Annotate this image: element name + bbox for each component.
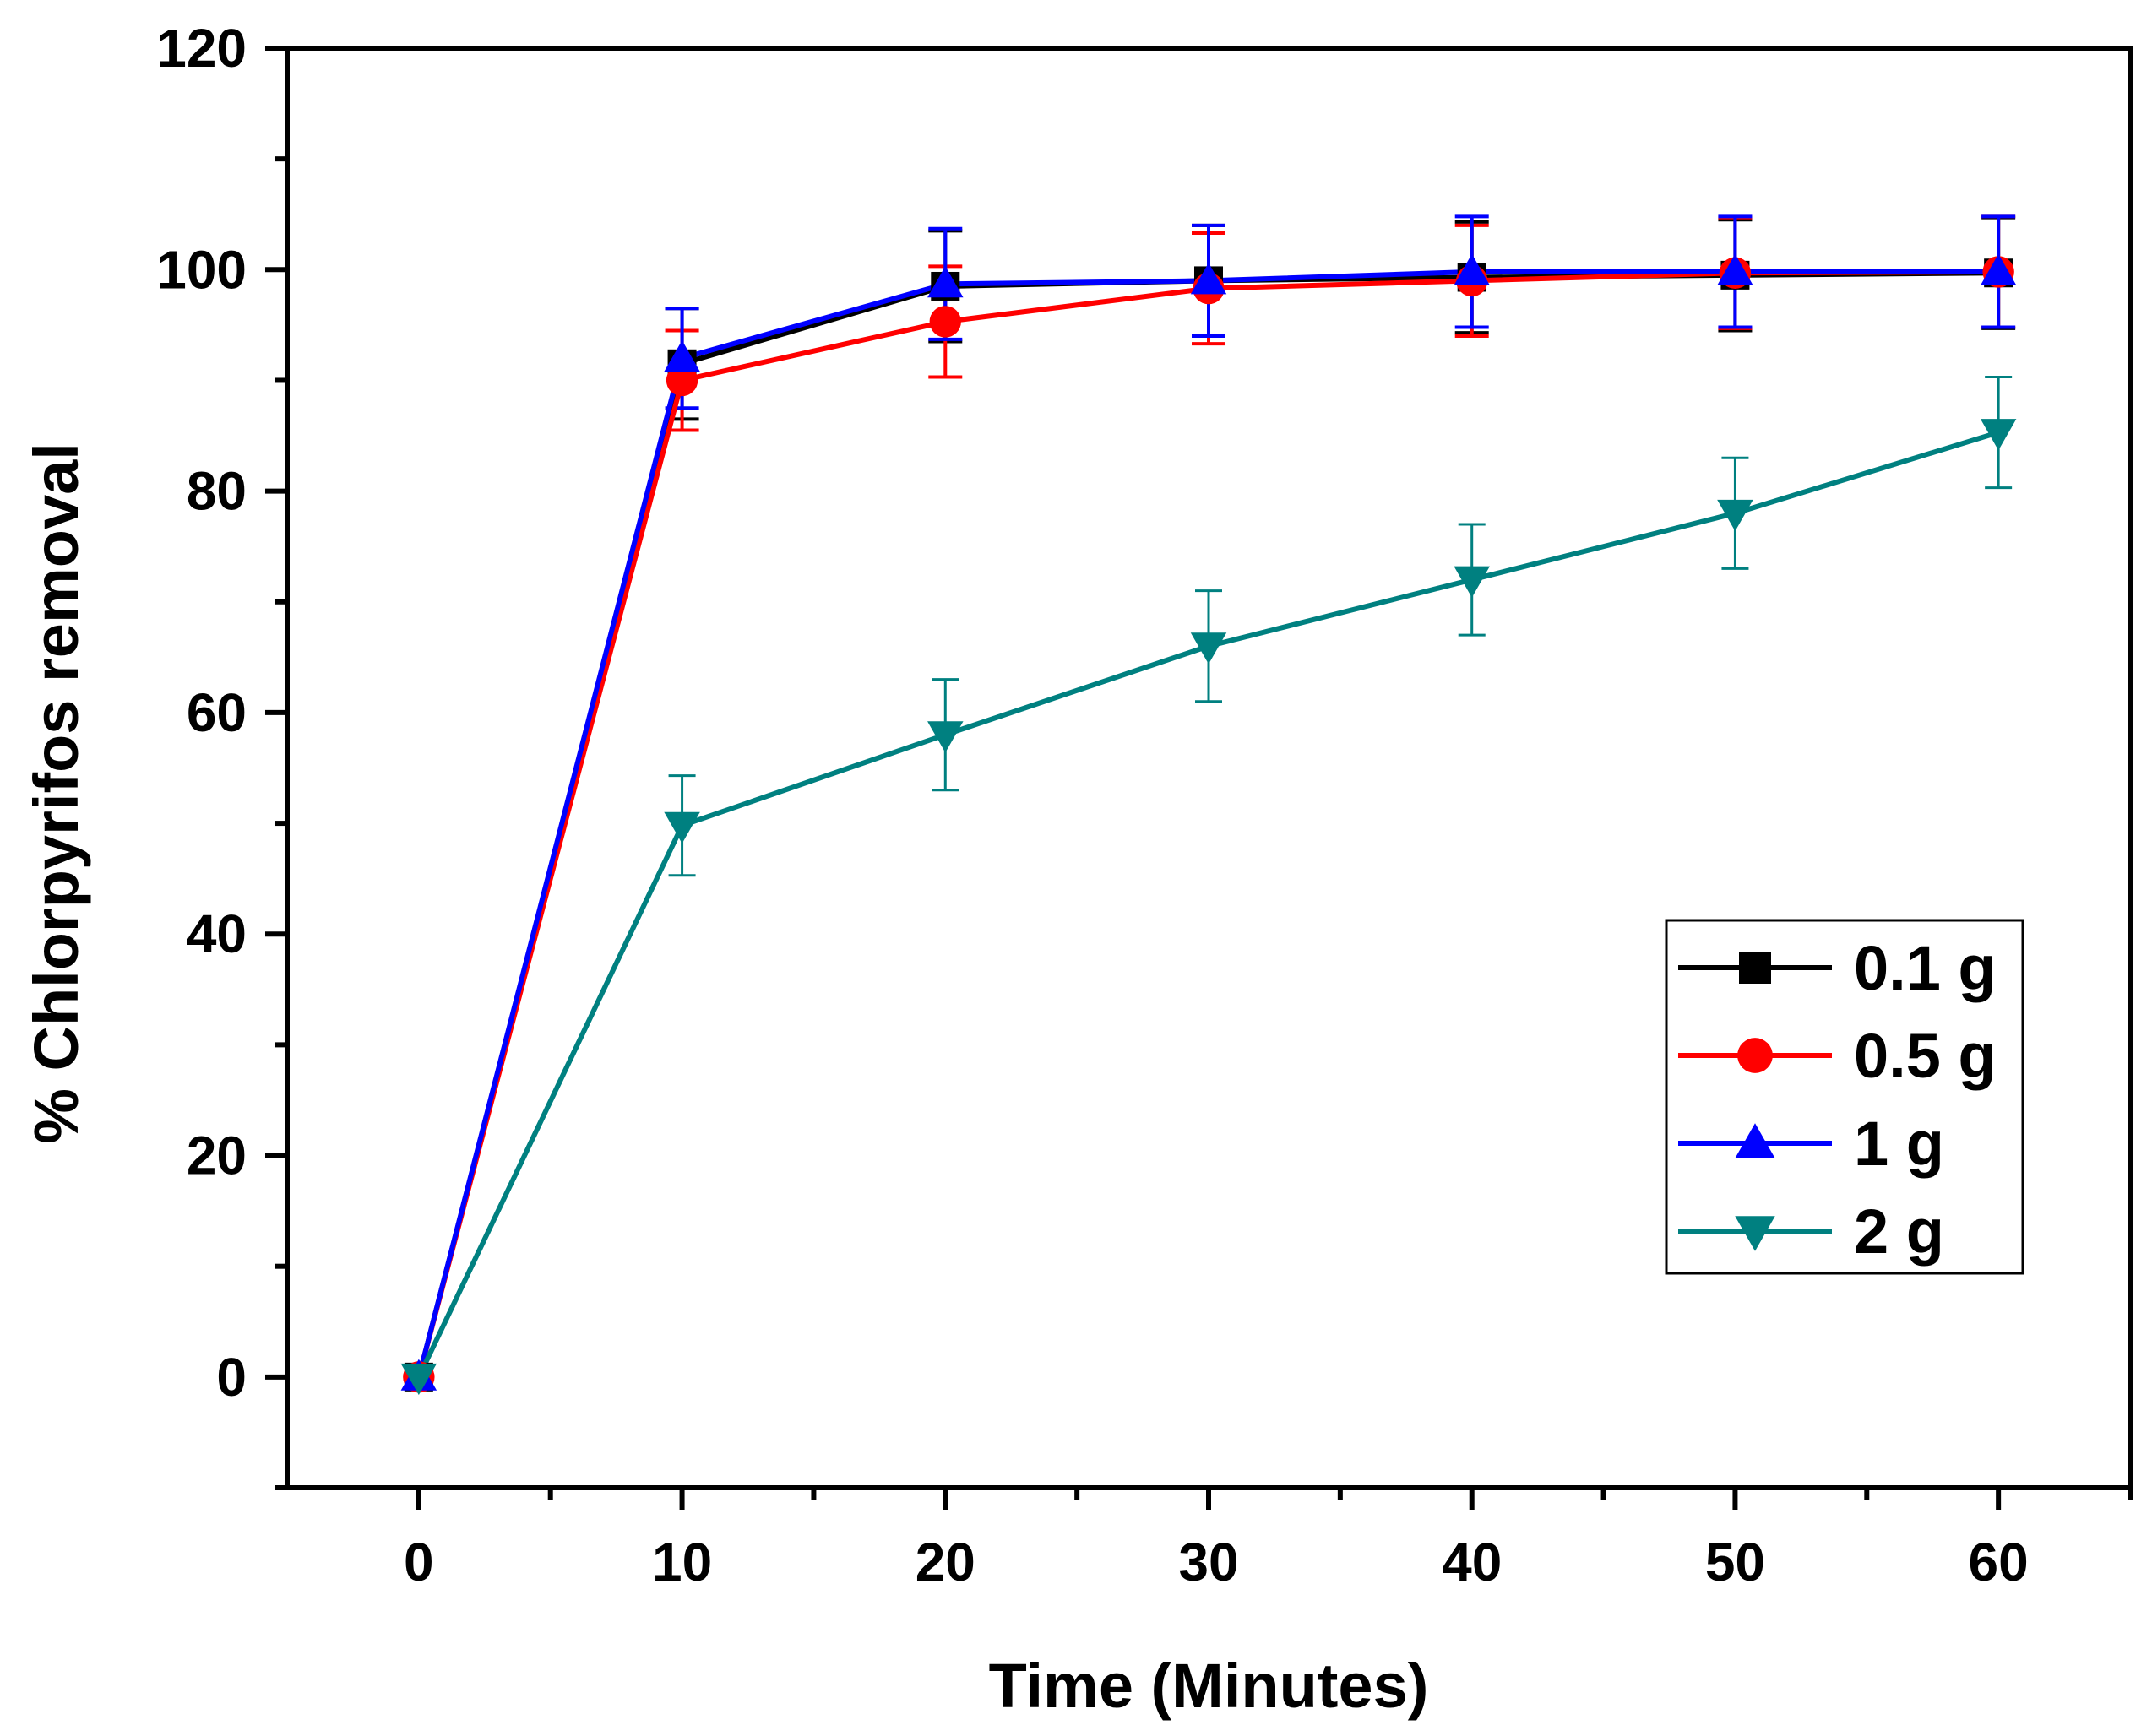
y-tick-label: 0	[216, 1347, 247, 1408]
point-0-5-g	[929, 306, 961, 338]
legend-label-1-g: 1 g	[1854, 1109, 1944, 1179]
x-axis-title: Time (Minutes)	[989, 1651, 1429, 1721]
point-1-g	[1454, 253, 1490, 285]
x-tick-label: 20	[916, 1532, 975, 1592]
point-2-g	[1454, 566, 1490, 598]
legend-label-2-g: 2 g	[1854, 1196, 1944, 1267]
legend-marker-2-g	[1735, 1216, 1775, 1251]
y-tick-label: 120	[156, 18, 247, 79]
point-2-g	[1190, 632, 1227, 665]
point-0-5-g	[666, 364, 698, 397]
y-tick-label: 100	[156, 239, 247, 300]
y-axis-title: % Chlorpyrifos removal	[21, 442, 91, 1144]
y-tick-label: 20	[187, 1126, 247, 1186]
legend-label-0-1-g: 0.1 g	[1854, 933, 1997, 1003]
point-2-g	[400, 1363, 437, 1396]
point-1-g	[1980, 253, 2017, 285]
legend-box	[1665, 919, 2024, 1275]
point-1-g	[664, 339, 700, 372]
point-2-g	[1717, 499, 1753, 532]
y-tick-label: 80	[187, 461, 247, 522]
point-2-g	[927, 721, 964, 753]
y-tick-label: 40	[187, 903, 247, 964]
legend-marker-0-1-g	[1739, 952, 1771, 984]
x-tick-label: 10	[652, 1532, 712, 1592]
point-2-g	[1980, 419, 2017, 451]
error-bars	[665, 214, 2016, 877]
series-markers	[400, 253, 2017, 1396]
legend-marker-0-5-g	[1737, 1038, 1773, 1073]
point-1-g	[1717, 253, 1753, 285]
point-1-g	[927, 266, 964, 298]
x-tick-label: 0	[404, 1532, 434, 1592]
x-tick-label: 60	[1969, 1532, 2029, 1592]
x-axis-ticks: 0 10 20 30 40 50 60	[404, 1488, 2133, 1592]
legend-label-0-5-g: 0.5 g	[1854, 1021, 1997, 1091]
x-tick-label: 40	[1442, 1532, 1502, 1592]
x-tick-label: 50	[1705, 1532, 1765, 1592]
legend-marker-1-g	[1735, 1123, 1775, 1158]
legend: 0.1 g 0.5 g 1 g 2 g	[1665, 919, 2024, 1275]
y-tick-label: 60	[187, 682, 247, 743]
x-tick-label: 30	[1178, 1532, 1238, 1592]
point-2-g	[664, 811, 700, 844]
point-1-g	[1190, 263, 1227, 295]
y-axis-ticks: 0 20 40 60 80 100 120	[156, 18, 287, 1490]
